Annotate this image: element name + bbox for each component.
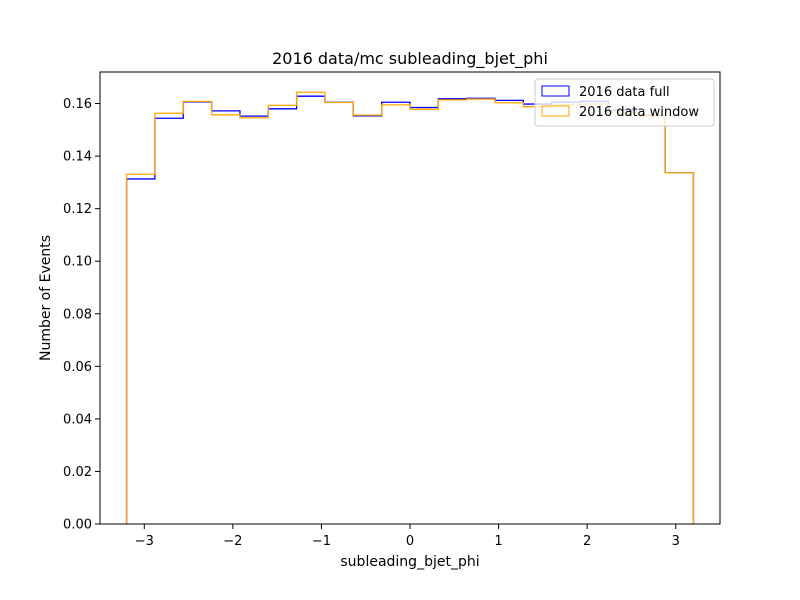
y-tick-label: 0.08 [63, 307, 92, 322]
x-axis-label: subleading_bjet_phi [340, 554, 479, 570]
chart-title: 2016 data/mc subleading_bjet_phi [272, 49, 548, 69]
legend: 2016 data full 2016 data window [534, 78, 715, 127]
y-tick-label: 0.06 [63, 360, 92, 375]
x-tick-label: −2 [223, 534, 242, 549]
x-tick-label: 1 [494, 534, 502, 549]
legend-swatch-full [541, 85, 570, 97]
x-tick-label: 2 [583, 534, 591, 549]
y-tick-label: 0.00 [63, 518, 92, 533]
y-tick-label: 0.10 [63, 255, 92, 270]
y-tick-label: 0.14 [63, 150, 92, 165]
x-tick-label: −1 [312, 534, 331, 549]
legend-label-full: 2016 data full [579, 85, 670, 100]
x-axis: −3 −2 −1 0 1 2 3 [135, 524, 680, 549]
legend-label-window: 2016 data window [579, 105, 699, 120]
y-axis-label: Number of Events [38, 235, 54, 361]
legend-box [534, 78, 715, 127]
x-tick-label: 3 [672, 534, 680, 549]
y-axis: 0.00 0.02 0.04 0.06 0.08 0.10 0.12 0.14 0.16 [63, 97, 100, 533]
y-tick-label: 0.02 [63, 465, 92, 480]
y-tick-label: 0.04 [63, 412, 92, 427]
legend-swatch-window [541, 105, 570, 117]
x-tick-label: −3 [135, 534, 154, 549]
x-tick-label: 0 [406, 534, 414, 549]
y-tick-label: 0.16 [63, 97, 92, 112]
y-tick-label: 0.12 [63, 202, 92, 217]
